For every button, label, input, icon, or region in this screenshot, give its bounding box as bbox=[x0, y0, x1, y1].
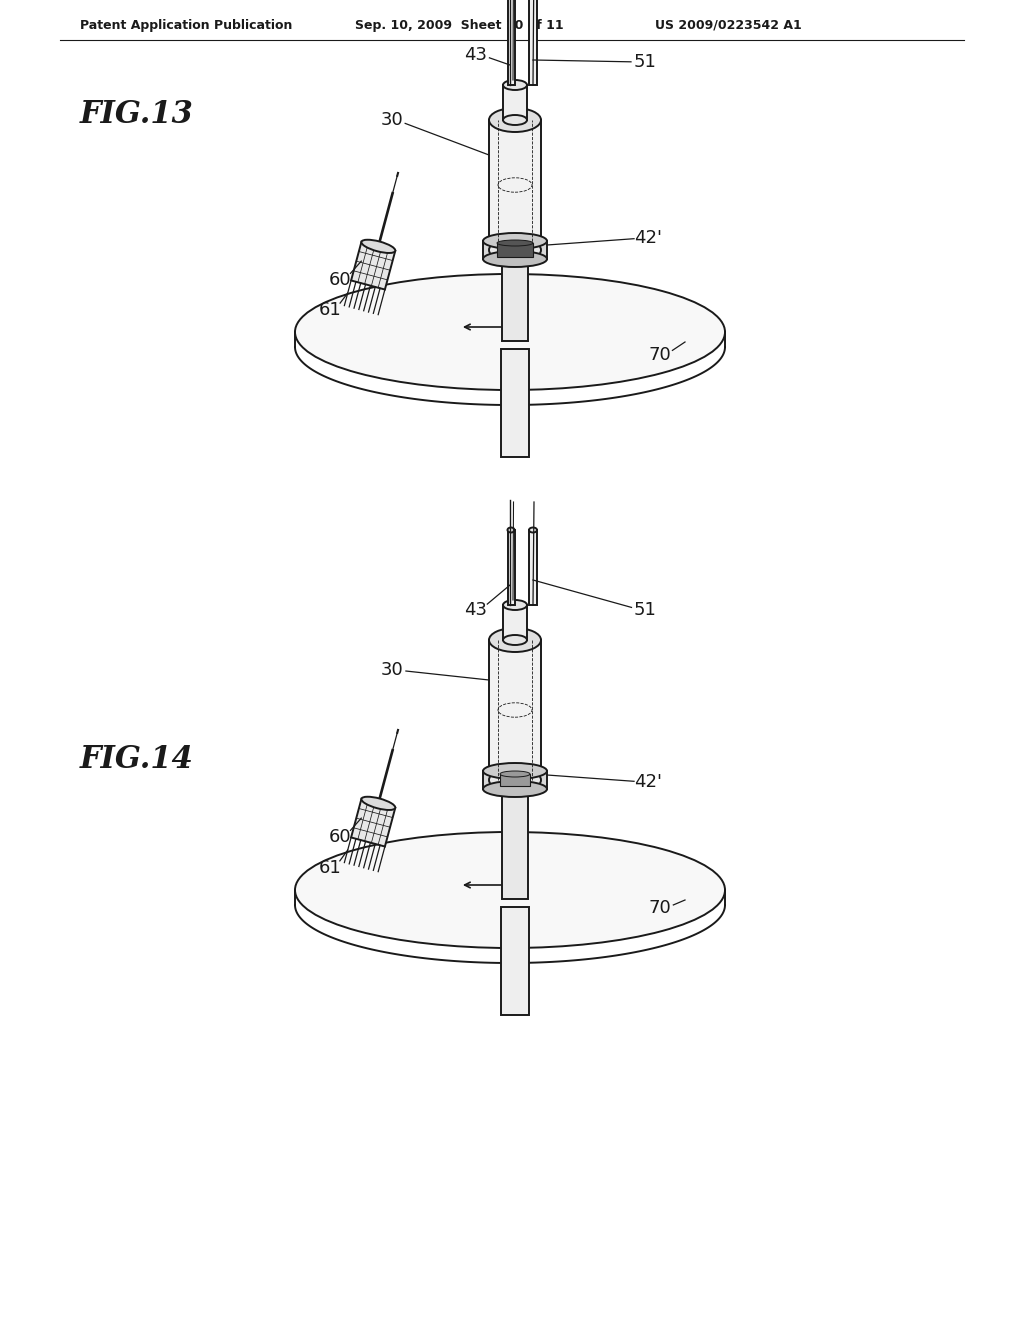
Text: US 2009/0223542 A1: US 2009/0223542 A1 bbox=[655, 18, 802, 32]
Bar bbox=[502, 259, 528, 341]
Bar bbox=[508, 0, 514, 84]
Polygon shape bbox=[351, 242, 395, 289]
Text: 70: 70 bbox=[648, 899, 672, 917]
FancyBboxPatch shape bbox=[501, 350, 529, 457]
Bar bbox=[497, 243, 534, 257]
Text: 42': 42' bbox=[634, 228, 662, 247]
Bar bbox=[529, 531, 537, 605]
Text: 60: 60 bbox=[329, 271, 351, 289]
Text: 61: 61 bbox=[318, 859, 341, 876]
Ellipse shape bbox=[483, 763, 547, 779]
Bar bbox=[529, 0, 537, 84]
Text: 61: 61 bbox=[318, 301, 341, 319]
Text: Patent Application Publication: Patent Application Publication bbox=[80, 18, 293, 32]
Ellipse shape bbox=[489, 108, 541, 132]
Polygon shape bbox=[351, 799, 395, 846]
Ellipse shape bbox=[295, 275, 725, 389]
Text: 60: 60 bbox=[329, 828, 351, 846]
Ellipse shape bbox=[503, 115, 527, 125]
Ellipse shape bbox=[503, 601, 527, 610]
Bar bbox=[503, 605, 527, 640]
Ellipse shape bbox=[483, 234, 547, 249]
Ellipse shape bbox=[500, 771, 530, 777]
Ellipse shape bbox=[529, 528, 537, 532]
Ellipse shape bbox=[489, 628, 541, 652]
Text: 51: 51 bbox=[634, 53, 656, 71]
Text: 51: 51 bbox=[634, 601, 656, 619]
Ellipse shape bbox=[295, 832, 725, 948]
Text: 43: 43 bbox=[465, 601, 487, 619]
Ellipse shape bbox=[508, 528, 514, 532]
Text: 30: 30 bbox=[381, 661, 403, 678]
Ellipse shape bbox=[497, 240, 534, 246]
Ellipse shape bbox=[361, 797, 395, 810]
Ellipse shape bbox=[503, 81, 527, 90]
Bar bbox=[483, 771, 547, 789]
Bar bbox=[500, 774, 530, 785]
Text: FIG.13: FIG.13 bbox=[80, 99, 194, 129]
Ellipse shape bbox=[483, 781, 547, 797]
Text: 42': 42' bbox=[634, 774, 662, 791]
Bar bbox=[489, 640, 541, 780]
Bar bbox=[489, 120, 541, 249]
FancyBboxPatch shape bbox=[501, 907, 529, 1015]
Ellipse shape bbox=[483, 251, 547, 267]
Bar bbox=[503, 84, 527, 120]
Text: Sep. 10, 2009  Sheet 10 of 11: Sep. 10, 2009 Sheet 10 of 11 bbox=[355, 18, 563, 32]
Text: FIG.14: FIG.14 bbox=[80, 744, 194, 775]
Bar bbox=[502, 789, 528, 899]
Text: 70: 70 bbox=[648, 346, 672, 364]
Bar bbox=[508, 531, 514, 605]
Ellipse shape bbox=[489, 768, 541, 792]
Text: 43: 43 bbox=[465, 46, 487, 63]
Bar bbox=[483, 242, 547, 259]
Ellipse shape bbox=[361, 240, 395, 253]
Ellipse shape bbox=[503, 635, 527, 645]
Ellipse shape bbox=[489, 238, 541, 261]
Text: 30: 30 bbox=[381, 111, 403, 129]
